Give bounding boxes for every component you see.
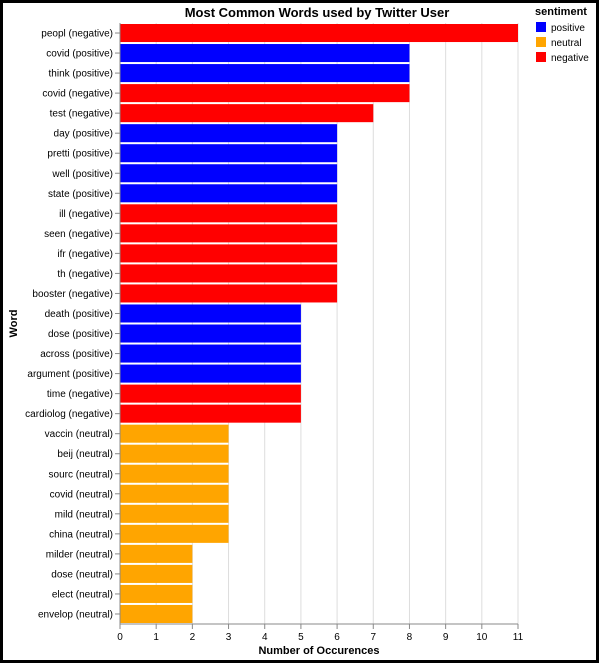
y-tick-label: seen (negative) bbox=[44, 229, 113, 240]
bar bbox=[120, 244, 338, 263]
legend-swatch-neutral bbox=[536, 37, 546, 47]
bars bbox=[120, 24, 518, 623]
y-tick-label: covid (positive) bbox=[46, 49, 113, 60]
y-tick-label: ifr (negative) bbox=[57, 249, 113, 260]
bar bbox=[120, 544, 193, 563]
y-tick-label: test (negative) bbox=[50, 109, 113, 120]
gridlines bbox=[119, 23, 519, 624]
bar bbox=[120, 204, 338, 223]
bar bbox=[120, 464, 229, 483]
bar bbox=[120, 564, 193, 583]
y-tick-label: cardiolog (negative) bbox=[25, 409, 113, 420]
bar bbox=[120, 184, 338, 203]
x-tick-label: 2 bbox=[190, 632, 196, 643]
legend: sentiment positive neutral negative bbox=[535, 6, 589, 64]
y-axis: peopl (negative) covid (positive) think (p… bbox=[25, 23, 121, 624]
x-tick-label: 8 bbox=[407, 632, 413, 643]
bar bbox=[120, 124, 338, 143]
y-tick-label: envelop (neutral) bbox=[38, 609, 113, 620]
bar bbox=[120, 24, 518, 43]
y-tick-label: booster (negative) bbox=[32, 289, 113, 300]
bar bbox=[120, 104, 374, 123]
x-tick-label: 7 bbox=[370, 632, 376, 643]
y-tick-label: vaccin (neutral) bbox=[45, 429, 113, 440]
bar bbox=[120, 284, 338, 303]
bar bbox=[120, 404, 301, 423]
y-tick-label: sourc (neutral) bbox=[49, 469, 113, 480]
bar bbox=[120, 424, 229, 443]
bar bbox=[120, 64, 410, 83]
chart-frame: Most Common Words used by Twitter User p… bbox=[3, 3, 596, 660]
y-tick-label: time (negative) bbox=[47, 389, 113, 400]
bar bbox=[120, 384, 301, 403]
legend-title: sentiment bbox=[535, 6, 587, 18]
x-tick-label: 0 bbox=[117, 632, 123, 643]
x-tick-label: 1 bbox=[153, 632, 159, 643]
bar bbox=[120, 144, 338, 163]
x-axis: 0 1 2 3 4 5 6 7 8 9 10 11 bbox=[117, 623, 524, 643]
y-tick-label: china (neutral) bbox=[49, 529, 113, 540]
legend-label-neutral: neutral bbox=[551, 38, 582, 49]
x-tick-label: 11 bbox=[513, 632, 524, 643]
y-tick-label: well (positive) bbox=[51, 169, 113, 180]
y-tick-label: covid (negative) bbox=[42, 89, 113, 100]
y-tick-label: state (positive) bbox=[48, 189, 113, 200]
chart-title: Most Common Words used by Twitter User bbox=[185, 5, 450, 20]
bar bbox=[120, 444, 229, 463]
y-tick-label: day (positive) bbox=[54, 129, 113, 140]
y-tick-label: elect (neutral) bbox=[52, 589, 113, 600]
y-tick-label: dose (positive) bbox=[48, 329, 113, 340]
bar bbox=[120, 264, 338, 283]
x-tick-label: 3 bbox=[226, 632, 232, 643]
y-tick-label: death (positive) bbox=[45, 309, 113, 320]
bar bbox=[120, 304, 301, 323]
legend-label-positive: positive bbox=[551, 23, 585, 34]
y-tick-label: across (positive) bbox=[40, 349, 113, 360]
bar bbox=[120, 84, 410, 103]
bar-chart: Most Common Words used by Twitter User p… bbox=[8, 5, 589, 657]
bar bbox=[120, 44, 410, 63]
y-tick-label: pretti (positive) bbox=[47, 149, 113, 160]
x-tick-label: 5 bbox=[298, 632, 304, 643]
y-axis-title: Word bbox=[8, 310, 20, 338]
x-axis-title: Number of Occurences bbox=[258, 645, 379, 657]
y-tick-label: milder (neutral) bbox=[46, 549, 113, 560]
x-tick-label: 10 bbox=[476, 632, 488, 643]
y-tick-label: peopl (negative) bbox=[41, 29, 113, 40]
bar bbox=[120, 524, 229, 543]
x-tick-label: 6 bbox=[334, 632, 340, 643]
y-tick-label: covid (neutral) bbox=[50, 489, 113, 500]
y-tick-label: beij (neutral) bbox=[57, 449, 113, 460]
y-tick-label: th (negative) bbox=[57, 269, 113, 280]
legend-swatch-negative bbox=[536, 52, 546, 62]
bar bbox=[120, 604, 193, 623]
y-tick-label: think (positive) bbox=[49, 69, 113, 80]
bar bbox=[120, 324, 301, 343]
bar bbox=[120, 584, 193, 603]
bar bbox=[120, 164, 338, 183]
x-tick-label: 4 bbox=[262, 632, 268, 643]
bar bbox=[120, 484, 229, 503]
y-tick-label: dose (neutral) bbox=[51, 569, 113, 580]
bar bbox=[120, 504, 229, 523]
bar bbox=[120, 344, 301, 363]
bar bbox=[120, 364, 301, 383]
x-tick-label: 9 bbox=[443, 632, 449, 643]
legend-swatch-positive bbox=[536, 22, 546, 32]
bar bbox=[120, 224, 338, 243]
y-tick-label: argument (positive) bbox=[27, 369, 113, 380]
legend-label-negative: negative bbox=[551, 53, 589, 64]
y-tick-label: ill (negative) bbox=[59, 209, 113, 220]
y-tick-label: mild (neutral) bbox=[55, 509, 113, 520]
